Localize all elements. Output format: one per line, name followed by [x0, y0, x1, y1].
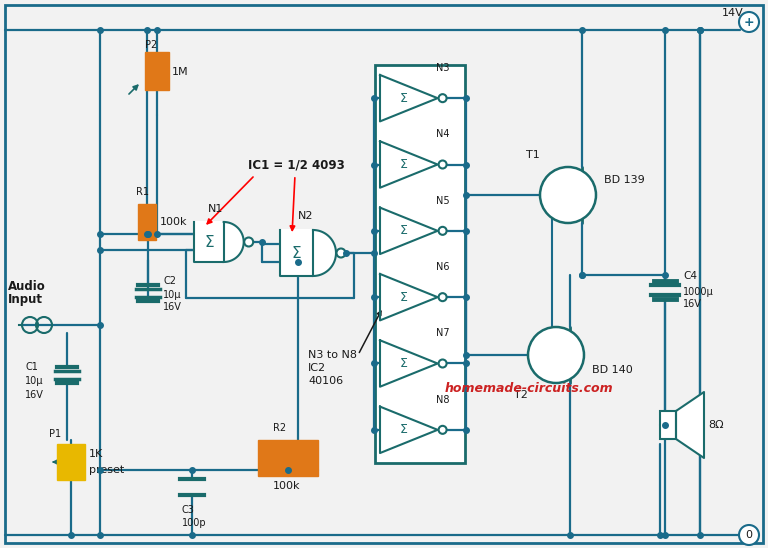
Text: C4: C4 — [683, 271, 697, 281]
Text: N8: N8 — [436, 395, 449, 404]
Text: N1: N1 — [208, 204, 223, 214]
Text: N6: N6 — [436, 262, 449, 272]
Text: 100k: 100k — [273, 481, 300, 491]
Bar — [258, 440, 318, 476]
Text: 16V: 16V — [25, 390, 44, 400]
Circle shape — [439, 227, 447, 235]
Text: $\mathit{\Sigma}$: $\mathit{\Sigma}$ — [399, 357, 409, 370]
Text: $\mathit{\Sigma}$: $\mathit{\Sigma}$ — [399, 158, 409, 171]
Text: 10μ: 10μ — [25, 376, 44, 386]
Bar — [280, 230, 313, 276]
Circle shape — [528, 327, 584, 383]
Bar — [57, 444, 85, 480]
Text: 16V: 16V — [683, 299, 702, 309]
Text: P1: P1 — [49, 429, 61, 439]
Text: BD 139: BD 139 — [604, 175, 645, 185]
Text: homemade-circuits.com: homemade-circuits.com — [445, 381, 614, 395]
Circle shape — [244, 237, 253, 247]
Text: $\mathit{\Sigma}$: $\mathit{\Sigma}$ — [292, 245, 302, 261]
Polygon shape — [380, 141, 438, 188]
Text: +: + — [743, 15, 754, 28]
Text: T2: T2 — [514, 390, 528, 400]
Polygon shape — [223, 222, 243, 262]
Text: N2: N2 — [298, 211, 314, 221]
Circle shape — [739, 12, 759, 32]
Text: C3: C3 — [182, 505, 195, 515]
Text: Audio: Audio — [8, 281, 46, 294]
Text: N3: N3 — [436, 63, 449, 73]
Text: $\mathit{\Sigma}$: $\mathit{\Sigma}$ — [399, 424, 409, 436]
Text: 40106: 40106 — [308, 376, 343, 386]
Bar — [138, 204, 156, 240]
Text: P2: P2 — [145, 40, 157, 50]
Polygon shape — [380, 407, 438, 453]
Text: 14V: 14V — [722, 8, 743, 18]
Bar — [660, 411, 676, 439]
Text: 10μ: 10μ — [163, 290, 181, 300]
Text: $\mathit{\Sigma}$: $\mathit{\Sigma}$ — [399, 92, 409, 105]
Text: $\mathit{\Sigma}$: $\mathit{\Sigma}$ — [399, 224, 409, 237]
Text: preset: preset — [89, 465, 124, 475]
Text: $\mathit{\Sigma}$: $\mathit{\Sigma}$ — [399, 290, 409, 304]
Text: 100k: 100k — [160, 217, 187, 227]
Bar — [375, 65, 465, 463]
Polygon shape — [380, 75, 438, 122]
Text: Input: Input — [8, 294, 43, 306]
Text: 1M: 1M — [172, 67, 189, 77]
Text: N3 to N8: N3 to N8 — [308, 350, 357, 360]
Text: R2: R2 — [273, 423, 286, 433]
Bar — [145, 52, 169, 90]
Circle shape — [739, 525, 759, 545]
Polygon shape — [380, 208, 438, 254]
Text: 1K: 1K — [89, 449, 103, 459]
Text: 1000μ: 1000μ — [683, 287, 713, 297]
Text: N4: N4 — [436, 129, 449, 139]
Circle shape — [439, 161, 447, 168]
Bar — [194, 222, 223, 262]
Circle shape — [439, 426, 447, 434]
Text: C1: C1 — [25, 362, 38, 372]
Text: N5: N5 — [435, 196, 449, 206]
Text: $\mathit{\Sigma}$: $\mathit{\Sigma}$ — [204, 234, 214, 250]
Polygon shape — [676, 392, 704, 458]
Text: 0: 0 — [746, 530, 753, 540]
Text: BD 140: BD 140 — [592, 365, 633, 375]
Circle shape — [439, 293, 447, 301]
Text: T1: T1 — [526, 150, 540, 160]
Text: 16V: 16V — [163, 302, 182, 312]
Text: IC2: IC2 — [308, 363, 326, 373]
Text: IC1 = 1/2 4093: IC1 = 1/2 4093 — [248, 158, 345, 172]
Circle shape — [336, 248, 346, 258]
Circle shape — [439, 94, 447, 102]
Text: 100p: 100p — [182, 518, 207, 528]
Circle shape — [540, 167, 596, 223]
Polygon shape — [380, 274, 438, 321]
Text: N7: N7 — [435, 328, 449, 338]
Text: 8Ω: 8Ω — [708, 420, 723, 430]
Circle shape — [439, 359, 447, 368]
Text: C2: C2 — [163, 276, 176, 286]
Text: R1: R1 — [136, 187, 149, 197]
Polygon shape — [380, 340, 438, 387]
Polygon shape — [313, 230, 336, 276]
